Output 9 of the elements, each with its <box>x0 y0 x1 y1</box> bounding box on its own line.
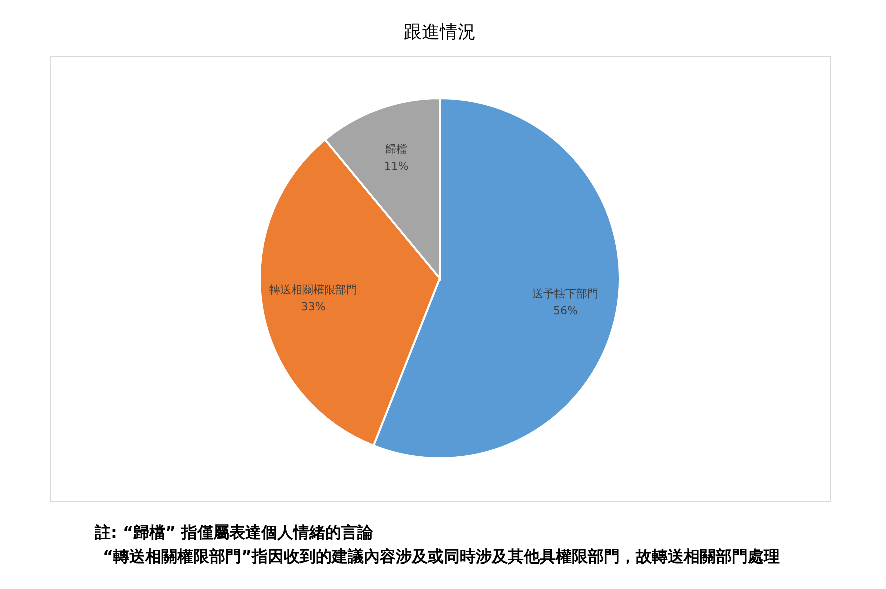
slice-label: 轉送相關權限部門 <box>270 284 358 297</box>
data-label: 33% <box>301 300 326 314</box>
text: “轉送相關權限部門”指因收到的建議內容涉及或同時涉及其他具權限部門，故轉送相關部門處理 <box>103 547 780 566</box>
data-label: 11% <box>384 160 409 174</box>
chart-title: 跟進情況 <box>404 22 476 43</box>
text: 註: “歸檔” 指僅屬表達個人情緒的言論 <box>94 523 375 542</box>
slice-label: 送予轄下部門 <box>532 287 599 300</box>
slice-label: 歸檔 <box>386 143 408 156</box>
data-label: 56% <box>554 304 578 318</box>
